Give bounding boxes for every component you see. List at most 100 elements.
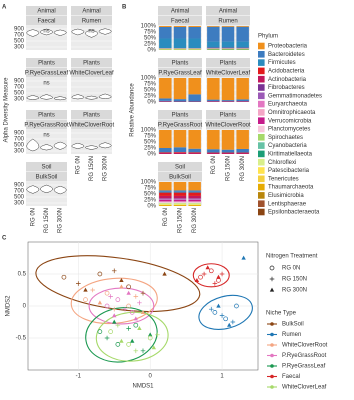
x-axis-title: NMDS1	[132, 384, 154, 390]
legend-swatch	[258, 92, 265, 100]
facet-strip	[71, 58, 112, 68]
bar-segment	[188, 38, 201, 49]
facet-strip-label: WhiteCloverRoot	[69, 123, 115, 129]
facet-strip-label: Rumen	[218, 19, 237, 25]
facet-strip-label: Plants	[83, 61, 100, 67]
bar-segment	[173, 191, 187, 193]
legend-label: Actinobacteria	[268, 77, 307, 83]
legend-title: Nitrogen Treatment	[266, 254, 318, 260]
bar-segment	[173, 130, 187, 148]
point	[133, 322, 139, 328]
y-tick-label: 500	[14, 91, 25, 97]
y-tick-label: 300	[14, 201, 25, 207]
facet-strip-label: WhiteCloverLeaf	[206, 71, 251, 77]
legend-label: Cyanobacteria	[268, 143, 307, 149]
bar-segment	[159, 78, 172, 99]
bar-segment	[207, 41, 220, 48]
y-tick-label: 100%	[141, 24, 157, 30]
facet-strip-label: Rumen	[82, 19, 101, 25]
point	[97, 271, 103, 277]
legend-label: WhiteCloverRoot	[282, 343, 328, 349]
facet-strip	[26, 16, 67, 26]
bar-segment	[221, 130, 235, 150]
panel-background	[71, 130, 112, 154]
facet-strip	[158, 16, 202, 26]
point	[230, 319, 236, 325]
legend-label: Lentisphaerae	[268, 201, 307, 207]
y-tick-label: 500	[14, 39, 25, 45]
bar-segment	[188, 199, 201, 202]
bar-segment	[236, 130, 249, 149]
bar-segment	[207, 26, 220, 42]
bar-segment	[221, 153, 235, 154]
y-tick-label: 75%	[144, 186, 157, 192]
legend-label: Rumen	[282, 332, 301, 338]
bar-segment	[221, 26, 235, 27]
legend-label: Spirochaetes	[268, 135, 303, 141]
bar-segment	[236, 78, 249, 100]
facet-strip	[158, 110, 202, 120]
significance-label: ns	[43, 133, 49, 139]
legend-swatch	[258, 192, 265, 199]
facet-strip-label: Plants	[83, 113, 100, 119]
legend-label: Firmicutes	[268, 60, 296, 66]
point	[216, 303, 221, 308]
bar-segment	[173, 147, 187, 153]
y-tick-label: 0%	[147, 152, 156, 158]
facet-strip-label: Faecal	[37, 19, 55, 25]
significance-label: ns	[43, 29, 49, 35]
point	[104, 290, 110, 296]
bar-segment	[236, 26, 249, 42]
point	[201, 271, 207, 277]
point	[130, 338, 135, 343]
facet-strip-label: Plants	[172, 61, 189, 67]
point	[140, 310, 146, 314]
facet-strip	[71, 110, 112, 120]
facet-strip-label: Plants	[220, 113, 237, 119]
bar-segment	[159, 98, 172, 101]
bar-segment	[159, 191, 172, 193]
bar-segment	[159, 152, 172, 154]
facet-strip	[206, 6, 250, 16]
legend-symbol	[269, 276, 275, 282]
point	[147, 335, 153, 341]
facet-strip-label: Plants	[38, 61, 55, 67]
point	[126, 284, 131, 290]
point	[234, 303, 239, 309]
point	[129, 310, 135, 315]
violin	[85, 29, 98, 38]
point	[137, 326, 142, 330]
facet-strip	[26, 110, 67, 120]
bar-segment	[188, 130, 201, 149]
point	[108, 294, 113, 299]
point	[61, 274, 67, 280]
legend-swatch	[258, 100, 265, 108]
point	[111, 306, 117, 312]
x-tick-label: RG 150N	[44, 208, 50, 233]
legend-title: Niche Type	[266, 311, 297, 317]
point	[140, 348, 146, 354]
legend-label: Gemmatimonadetes	[268, 93, 322, 99]
bar-segment	[159, 130, 172, 148]
point	[205, 265, 210, 270]
y-tick-label: 25%	[144, 42, 157, 48]
bar-segment	[221, 41, 235, 48]
legend-swatch	[258, 75, 265, 83]
legend-symbol	[269, 265, 275, 271]
bar-segment	[159, 195, 172, 199]
legend-swatch	[258, 42, 265, 50]
legend-swatch	[258, 134, 265, 141]
y-axis-title: Relative Abundance	[130, 83, 136, 137]
violin	[85, 95, 98, 100]
legend-label: Tenericutes	[268, 176, 299, 182]
facet-strip	[158, 120, 202, 130]
significance-label: ns	[43, 81, 49, 87]
facet-strip-label: Faecal	[171, 19, 189, 25]
bar-segment	[188, 48, 201, 50]
violin	[71, 142, 85, 149]
violin	[26, 29, 40, 37]
y-tick-label: 50%	[144, 192, 157, 198]
y-tick-label: -0.5	[16, 336, 27, 342]
point	[119, 278, 124, 282]
violin	[26, 138, 40, 152]
